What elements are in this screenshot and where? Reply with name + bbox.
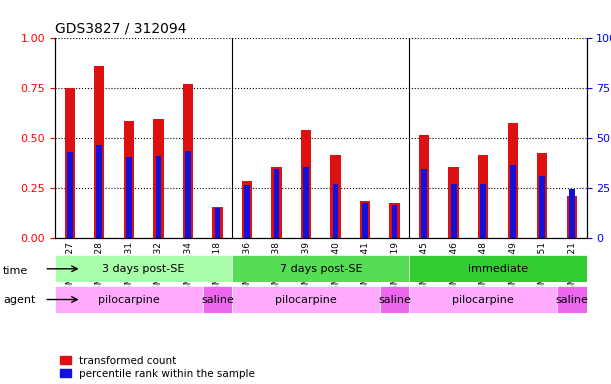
Text: GDS3827 / 312094: GDS3827 / 312094	[55, 22, 186, 36]
Bar	[97, 145, 102, 238]
Bar	[244, 185, 250, 238]
Bar	[537, 153, 547, 238]
FancyBboxPatch shape	[55, 286, 203, 313]
Bar	[242, 181, 252, 238]
Bar	[569, 189, 574, 238]
Bar	[333, 184, 338, 238]
Bar	[566, 196, 577, 238]
Bar	[212, 207, 222, 238]
Bar	[183, 84, 193, 238]
Bar	[67, 152, 73, 238]
Text: 3 days post-SE: 3 days post-SE	[103, 264, 185, 274]
Bar	[510, 165, 516, 238]
FancyBboxPatch shape	[203, 286, 232, 313]
Text: immediate: immediate	[468, 264, 528, 274]
FancyBboxPatch shape	[409, 255, 587, 282]
Text: saline: saline	[201, 295, 234, 305]
Bar	[508, 123, 518, 238]
Bar	[214, 208, 220, 238]
Bar	[392, 205, 397, 238]
FancyBboxPatch shape	[55, 255, 232, 282]
Legend: transformed count, percentile rank within the sample: transformed count, percentile rank withi…	[60, 356, 255, 379]
Text: pilocarpine: pilocarpine	[452, 295, 514, 305]
Bar	[331, 155, 341, 238]
Text: time: time	[3, 266, 28, 276]
Bar	[156, 156, 161, 238]
Bar	[126, 157, 131, 238]
Bar	[451, 184, 456, 238]
Text: 7 days post-SE: 7 days post-SE	[279, 264, 362, 274]
Text: saline: saline	[555, 295, 588, 305]
Bar	[274, 169, 279, 238]
Bar	[448, 167, 459, 238]
Bar	[271, 167, 282, 238]
Bar	[362, 203, 368, 238]
Bar	[303, 167, 309, 238]
Bar	[360, 201, 370, 238]
Text: pilocarpine: pilocarpine	[98, 295, 159, 305]
Text: pilocarpine: pilocarpine	[275, 295, 337, 305]
Bar	[480, 184, 486, 238]
Bar	[422, 169, 427, 238]
Bar	[153, 119, 164, 238]
Bar	[123, 121, 134, 238]
Bar	[419, 135, 430, 238]
Bar	[301, 130, 311, 238]
FancyBboxPatch shape	[557, 286, 587, 313]
FancyBboxPatch shape	[232, 286, 380, 313]
FancyBboxPatch shape	[232, 255, 409, 282]
Bar	[389, 203, 400, 238]
Bar	[540, 176, 545, 238]
Text: saline: saline	[378, 295, 411, 305]
Bar	[185, 151, 191, 238]
Bar	[478, 155, 488, 238]
FancyBboxPatch shape	[409, 286, 557, 313]
FancyBboxPatch shape	[380, 286, 409, 313]
Text: agent: agent	[3, 295, 35, 305]
Bar	[94, 66, 104, 238]
Bar	[65, 88, 75, 238]
